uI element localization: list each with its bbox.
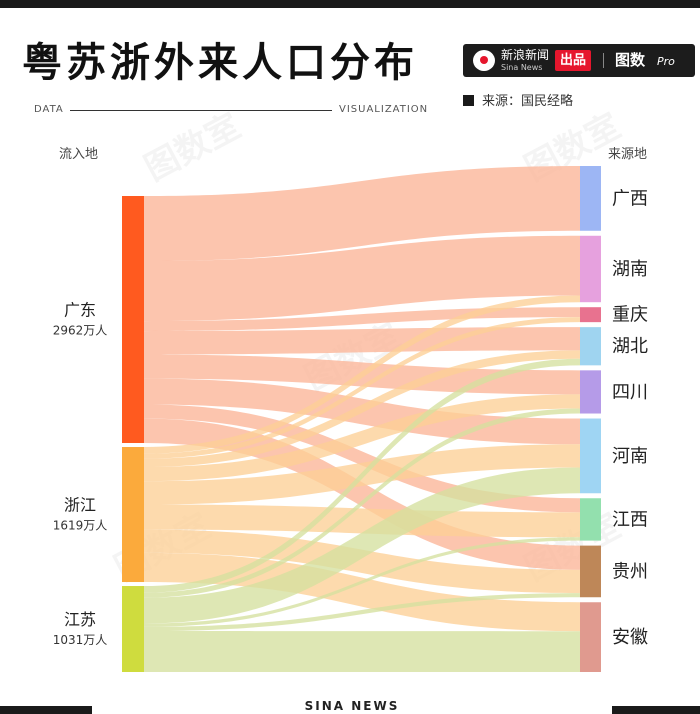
page-title: 粤苏浙外来人口分布: [22, 40, 418, 86]
flow-links: [144, 166, 580, 672]
source-header: 流入地: [59, 147, 99, 162]
target-node-bar: [580, 602, 601, 672]
target-node-bar: [580, 498, 601, 541]
source-node-label: 广东: [64, 301, 96, 320]
source-node-label: 浙江: [64, 496, 96, 515]
target-node-bar: [580, 327, 601, 366]
target-node-label: 广西: [612, 188, 648, 209]
flow-link: [144, 408, 580, 598]
target-node-bar: [580, 235, 601, 303]
flow-link: [144, 358, 580, 593]
flow-link: [144, 404, 580, 513]
subtitle-divider: [70, 110, 332, 111]
source-note: 来源：国民经略: [463, 94, 573, 110]
square-bullet-icon: [463, 95, 474, 106]
source-text: 来源：国民经略: [482, 94, 574, 109]
target-node-label: 四川: [612, 382, 648, 403]
target-header: 来源地: [608, 147, 648, 162]
brand-pro: Pro: [657, 55, 675, 68]
target-node-bar: [580, 307, 601, 323]
brand-tushu: 图数: [615, 51, 646, 69]
bottom-frame-bar-right: [612, 706, 700, 714]
source-node-value: 1619万人: [53, 519, 108, 533]
flow-link: [144, 504, 580, 538]
sina-logo-icon: [473, 50, 495, 71]
subtitle-visualization: VISUALIZATION: [339, 104, 429, 115]
target-node-label: 湖北: [612, 336, 648, 357]
top-frame-bar: [0, 0, 700, 8]
target-node-label: 贵州: [612, 561, 648, 582]
target-node-bar: [580, 370, 601, 414]
brand-banner: 新浪新闻 Sina News 出品 图数 Pro: [463, 44, 695, 77]
footer-text: SINA NEWS: [304, 699, 400, 713]
target-node-label: 湖南: [612, 259, 648, 280]
target-node-bar: [580, 418, 601, 494]
source-node-bar: [122, 447, 144, 583]
target-node-label: 安徽: [612, 627, 648, 648]
source-node-label: 江苏: [64, 610, 96, 629]
flow-link: [144, 537, 580, 627]
source-node-bar: [122, 586, 144, 672]
source-node-bar: [122, 196, 144, 444]
target-node-label: 江西: [612, 509, 648, 530]
flow-link: [144, 235, 580, 322]
flow-link: [144, 418, 580, 570]
flow-link: [144, 295, 580, 454]
flow-link: [144, 467, 580, 624]
flow-link: [144, 593, 580, 632]
target-node-label: 重庆: [612, 305, 648, 326]
source-node-value: 2962万人: [53, 324, 108, 338]
flow-link: [144, 529, 580, 594]
flow-link: [144, 631, 580, 672]
flow-link: [144, 394, 580, 482]
source-node-value: 1031万人: [53, 633, 108, 647]
brand-name-en: Sina News: [501, 63, 543, 72]
target-node-bar: [580, 545, 601, 598]
flow-link: [144, 166, 580, 262]
flow-link: [144, 552, 580, 632]
target-node-label: 河南: [612, 446, 648, 467]
brand-name: 新浪新闻: [501, 48, 550, 62]
subtitle-data: DATA: [34, 104, 64, 115]
flow-link: [144, 327, 580, 355]
flow-link: [144, 350, 580, 468]
flow-link: [144, 317, 580, 459]
target-node-bar: [580, 166, 601, 231]
bottom-frame-bar-left: [0, 706, 92, 714]
brand-separator: [603, 53, 604, 68]
brand-badge: 出品: [555, 50, 592, 71]
